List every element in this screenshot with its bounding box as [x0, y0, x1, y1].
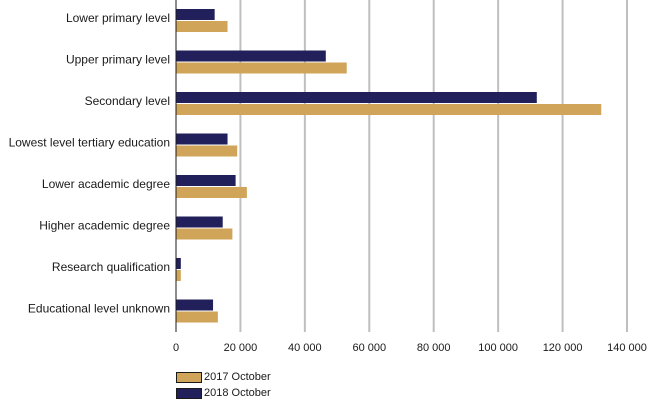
bar-2018 [176, 92, 537, 103]
bar-2017 [176, 270, 181, 281]
bar-2018 [176, 299, 214, 311]
bar-2017 [176, 104, 602, 115]
bar-2018 [176, 133, 228, 145]
x-tick-label: 40 000 [288, 342, 322, 354]
legend-label-2018: 2018 October [204, 387, 271, 399]
x-tick-label: 100 000 [478, 342, 518, 354]
bar-2017 [176, 145, 238, 157]
bar-2017 [176, 187, 247, 198]
bar-2017 [176, 228, 233, 240]
bar-2018 [176, 50, 326, 62]
category-label: Lower primary level [66, 11, 170, 25]
legend-swatch-2018 [176, 387, 202, 399]
bar-2018 [176, 216, 223, 228]
bar-chart: Lower primary level Upper primary level Se… [9, 0, 647, 354]
bar-2017 [176, 62, 347, 74]
legend-label-2017: 2017 October [204, 371, 271, 383]
legend-item-2017: 2017 October [176, 370, 271, 384]
bar-2018 [176, 175, 236, 186]
bar-2018 [176, 9, 215, 20]
category-label: Higher academic degree [39, 219, 170, 233]
category-label: Educational level unknown [28, 302, 170, 316]
category-label: Secondary level [85, 94, 170, 108]
legend-item-2018: 2018 October [176, 386, 271, 400]
x-tick-label: 0 [173, 342, 179, 354]
legend-swatch-2017 [176, 371, 202, 383]
legend: 2017 October 2018 October [176, 370, 271, 402]
x-tick-label: 20 000 [224, 342, 258, 354]
category-label: Upper primary level [66, 53, 170, 67]
bar-2017 [176, 21, 228, 32]
x-tick-label: 80 000 [417, 342, 451, 354]
x-tick-label: 60 000 [352, 342, 386, 354]
x-tick-label: 140 000 [607, 342, 647, 354]
x-tick-label: 120 000 [543, 342, 583, 354]
category-label: Research qualification [52, 260, 170, 274]
bar-2017 [176, 311, 218, 323]
bar-2018 [176, 258, 181, 269]
category-label: Lower academic degree [42, 177, 170, 191]
category-label: Lowest level tertiary education [9, 136, 170, 150]
